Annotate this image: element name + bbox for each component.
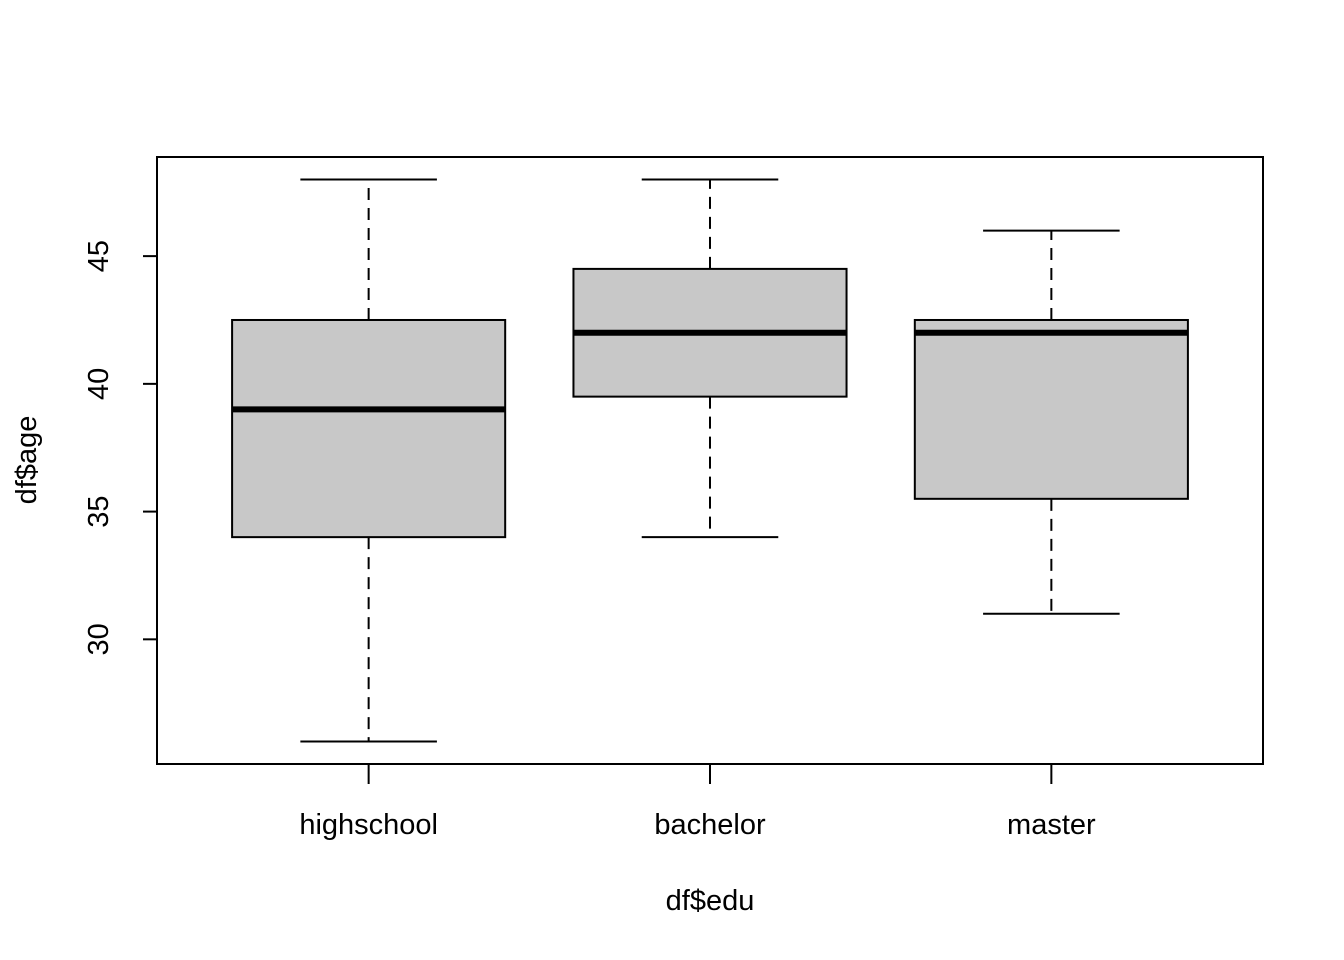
y-tick-label: 45	[83, 240, 115, 272]
x-axis-label: df$edu	[666, 885, 755, 917]
box-highschool	[231, 178, 507, 743]
interquartile-box	[231, 318, 507, 539]
box-bachelor	[572, 178, 848, 539]
interquartile-box	[913, 318, 1189, 500]
boxes-layer	[231, 178, 1189, 743]
y-tick-label: 35	[83, 495, 115, 527]
y-axis-label: df$age	[11, 416, 43, 505]
x-tick-label: bachelor	[654, 809, 766, 841]
x-tick-label: master	[1007, 809, 1096, 841]
x-axis: highschool bachelor master	[299, 764, 1096, 841]
box-master	[913, 229, 1189, 615]
y-axis: 30 35 40 45	[83, 240, 157, 655]
x-tick-label: highschool	[299, 809, 438, 841]
y-tick-label: 30	[83, 623, 115, 655]
y-tick-label: 40	[83, 368, 115, 400]
